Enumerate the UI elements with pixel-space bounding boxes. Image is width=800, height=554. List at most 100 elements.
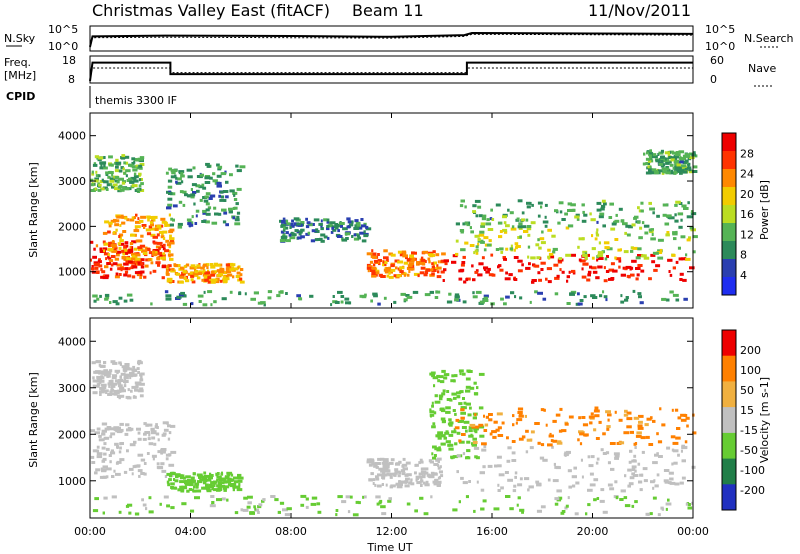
power-cell: [577, 245, 580, 249]
velocity-cell: [507, 446, 512, 450]
power-cell: [334, 301, 340, 304]
power-cell: [366, 252, 373, 256]
power-cell: [482, 214, 487, 218]
power-cell: [167, 185, 173, 189]
velocity-cell: [483, 414, 485, 418]
power-cell: [108, 241, 113, 245]
velocity-cell: [205, 485, 209, 489]
power-cell: [667, 216, 672, 220]
power-cell: [652, 153, 657, 157]
power-cell: [263, 303, 266, 307]
velocity-cell: [431, 401, 434, 405]
power-cell: [229, 268, 234, 272]
power-cell: [138, 164, 143, 168]
power-cell: [656, 251, 663, 254]
velocity-cell: [230, 478, 234, 482]
nave-label: Nave: [748, 62, 776, 75]
velocity-cell: [673, 461, 678, 465]
velocity-cell: [638, 414, 644, 418]
velocity-cell: [130, 389, 133, 393]
power-cell: [291, 219, 294, 223]
power-cell: [620, 300, 625, 304]
velocity-cell: [157, 466, 164, 470]
power-cell: [384, 266, 387, 270]
velocity-cell: [549, 432, 552, 436]
velocity-cell: [667, 498, 670, 502]
velocity-cell: [543, 408, 546, 412]
velocity-cell: [376, 502, 380, 506]
velocity-cell: [116, 371, 119, 375]
power-cell: [455, 222, 460, 226]
power-cell: [643, 224, 650, 228]
velocity-cell: [113, 390, 117, 393]
velocity-cell: [381, 483, 384, 486]
power-cell: [370, 299, 373, 303]
velocity-cell: [517, 411, 523, 414]
power-cell: [332, 300, 338, 304]
velocity-cell: [587, 488, 593, 492]
power-cell: [140, 265, 145, 269]
power-cell: [664, 151, 670, 155]
power-cell: [199, 198, 203, 202]
power-cell: [90, 178, 94, 182]
velocity-cell: [114, 442, 119, 446]
velocity-cell: [460, 419, 464, 423]
velocity-cell: [451, 374, 455, 378]
power-cell: [500, 250, 504, 254]
power-cell: [201, 278, 207, 282]
velocity-cell: [596, 457, 600, 461]
velocity-cell: [423, 512, 429, 516]
power-cell: [517, 199, 523, 203]
velocity-cell: [170, 482, 175, 486]
velocity-cell: [656, 432, 659, 436]
power-cell: [204, 273, 207, 276]
velocity-cell: [479, 434, 485, 438]
velocity-cell: [602, 452, 607, 455]
power-cell: [692, 250, 696, 254]
velocity-cell: [150, 431, 157, 435]
velocity-cell: [422, 481, 426, 485]
power-cell: [556, 274, 560, 278]
power-cell: [373, 263, 376, 267]
velocity-cell: [634, 446, 637, 449]
power-cell: [395, 266, 398, 270]
velocity-cell: [471, 425, 476, 429]
velocity-cell: [640, 436, 646, 440]
power-cell: [671, 151, 677, 155]
power-cell: [592, 270, 598, 274]
power-cell: [201, 271, 206, 275]
velocity-cell: [558, 429, 563, 433]
power-cell: [103, 252, 109, 256]
velocity-cell: [349, 495, 353, 499]
velocity-cell: [449, 421, 454, 425]
power-cell: [475, 245, 479, 249]
power-cell: [169, 223, 174, 227]
velocity-cell: [195, 485, 199, 489]
power-cell: [166, 206, 172, 210]
velocity-cell: [448, 423, 453, 427]
power-cell: [184, 193, 188, 197]
power-cell: [669, 216, 675, 220]
power-cell: [540, 241, 546, 245]
power-cell: [106, 262, 112, 265]
power-cell: [383, 249, 388, 253]
power-cell: [149, 221, 154, 225]
colorbar-swatch: [722, 432, 736, 460]
velocity-cell: [110, 388, 115, 392]
velocity-cell: [405, 461, 411, 465]
power-cell: [98, 264, 103, 268]
power-cell: [475, 269, 479, 273]
power-cell: [209, 194, 216, 198]
power-cell: [630, 266, 634, 270]
velocity-cell: [179, 480, 185, 484]
velocity-cell: [101, 432, 106, 436]
velocity-cell: [684, 440, 688, 444]
velocity-cell: [656, 473, 660, 477]
velocity-cell: [446, 390, 450, 393]
velocity-cell: [436, 374, 440, 378]
power-cell: [596, 258, 599, 262]
velocity-cell: [234, 511, 239, 515]
power-cell: [380, 275, 386, 278]
velocity-cell: [187, 481, 193, 484]
power-cell: [531, 203, 534, 207]
